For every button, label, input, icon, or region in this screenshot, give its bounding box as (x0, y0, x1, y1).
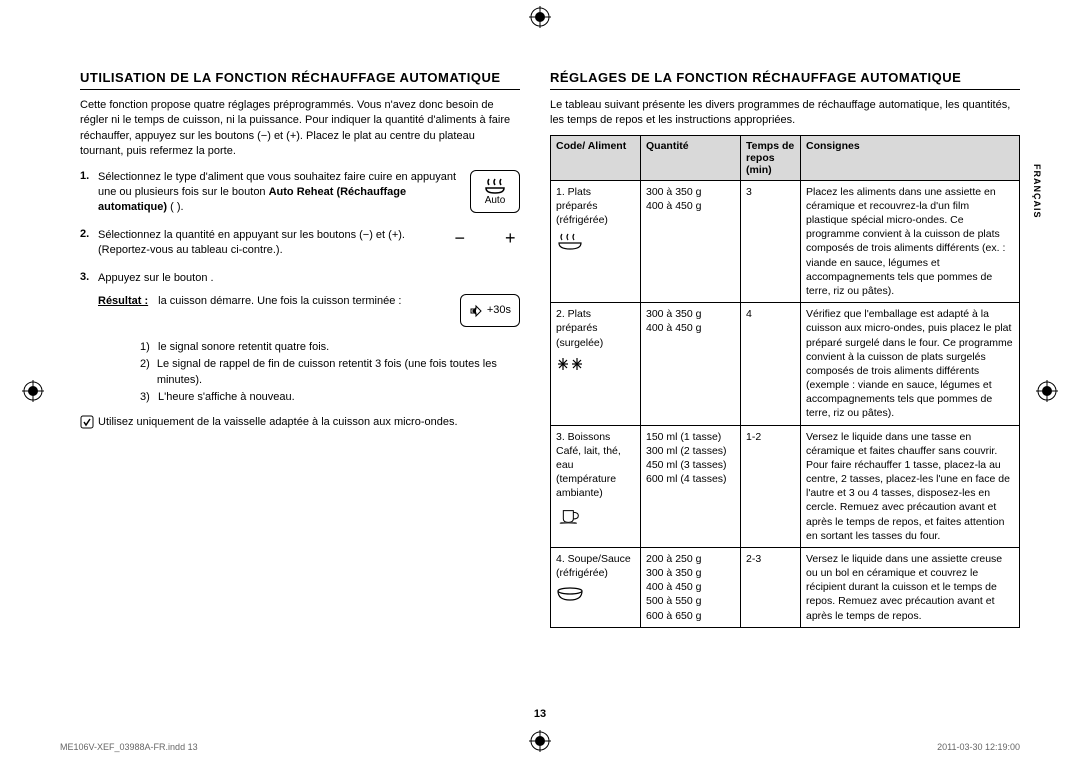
result-label: Résultat : (98, 294, 148, 309)
crop-mark-right (1036, 380, 1058, 402)
th-code: Code/ Aliment (551, 135, 641, 180)
footer-filename: ME106V-XEF_03988A-FR.indd 13 (60, 742, 198, 752)
th-time: Temps de repos (min) (741, 135, 801, 180)
cell-cons: Versez le liquide dans une tasse en céra… (801, 425, 1020, 547)
cell-qty: 200 à 250 g300 à 350 g400 à 450 g500 à 5… (641, 547, 741, 627)
step-2: 2. Sélectionnez la quantité en appuyant … (80, 228, 520, 259)
cell-code: 1. Plats préparés (réfrigérée) (551, 180, 641, 302)
footer: ME106V-XEF_03988A-FR.indd 13 2011-03-30 … (60, 742, 1020, 752)
th-qty: Quantité (641, 135, 741, 180)
th-cons: Consignes (801, 135, 1020, 180)
cell-time: 2-3 (741, 547, 801, 627)
cell-qty: 300 à 350 g400 à 450 g (641, 180, 741, 302)
cell-code: 3. Boissons Café, lait, thé, eau (tempér… (551, 425, 641, 547)
left-column: UTILISATION DE LA FONCTION RÉCHAUFFAGE A… (80, 70, 520, 628)
cell-cons: Placez les aliments dans une assiette en… (801, 180, 1020, 302)
page-number: 13 (534, 708, 546, 720)
footer-timestamp: 2011-03-30 12:19:00 (937, 742, 1020, 752)
cell-code: 4. Soupe/Sauce (réfrigérée) (551, 547, 641, 627)
step-3: 3. Appuyez sur le bouton . Résultat : la… (80, 271, 520, 328)
right-column: RÉGLAGES DE LA FONCTION RÉCHAUFFAGE AUTO… (550, 70, 1020, 628)
cell-time: 1-2 (741, 425, 801, 547)
heading-settings: RÉGLAGES DE LA FONCTION RÉCHAUFFAGE AUTO… (550, 70, 1020, 90)
table-row: 3. Boissons Café, lait, thé, eau (tempér… (551, 425, 1020, 547)
cell-qty: 300 à 350 g400 à 450 g (641, 303, 741, 425)
food-icon (556, 584, 635, 608)
start-30s-icon: +30s (460, 294, 520, 327)
cell-time: 4 (741, 303, 801, 425)
cell-time: 3 (741, 180, 801, 302)
note: Utilisez uniquement de la vaisselle adap… (80, 415, 520, 434)
table-row: 1. Plats préparés (réfrigérée)300 à 350 … (551, 180, 1020, 302)
crop-mark-left (22, 380, 44, 402)
intro-settings: Le tableau suivant présente les divers p… (550, 98, 1020, 129)
minus-plus-icons: − + (450, 228, 520, 249)
cell-cons: Vérifiez que l'emballage est adapté à la… (801, 303, 1020, 425)
settings-table: Code/ Aliment Quantité Temps de repos (m… (550, 135, 1020, 628)
auto-reheat-icon: Auto (470, 170, 520, 213)
intro-usage: Cette fonction propose quatre réglages p… (80, 98, 520, 160)
language-tab: FRANÇAIS (1032, 164, 1042, 219)
food-icon (556, 231, 635, 255)
food-icon (556, 354, 635, 378)
table-row: 4. Soupe/Sauce (réfrigérée)200 à 250 g30… (551, 547, 1020, 627)
step-1: 1. Sélectionnez le type d'aliment que vo… (80, 170, 520, 216)
cell-qty: 150 ml (1 tasse)300 ml (2 tasses)450 ml … (641, 425, 741, 547)
result-sublist: 1)le signal sonore retentit quatre fois.… (140, 339, 520, 405)
food-icon (556, 504, 635, 528)
crop-mark-top (529, 6, 551, 28)
note-icon (80, 415, 98, 434)
cell-cons: Versez le liquide dans une assiette creu… (801, 547, 1020, 627)
table-row: 2. Plats préparés (surgelée)300 à 350 g4… (551, 303, 1020, 425)
heading-usage: UTILISATION DE LA FONCTION RÉCHAUFFAGE A… (80, 70, 520, 90)
cell-code: 2. Plats préparés (surgelée) (551, 303, 641, 425)
